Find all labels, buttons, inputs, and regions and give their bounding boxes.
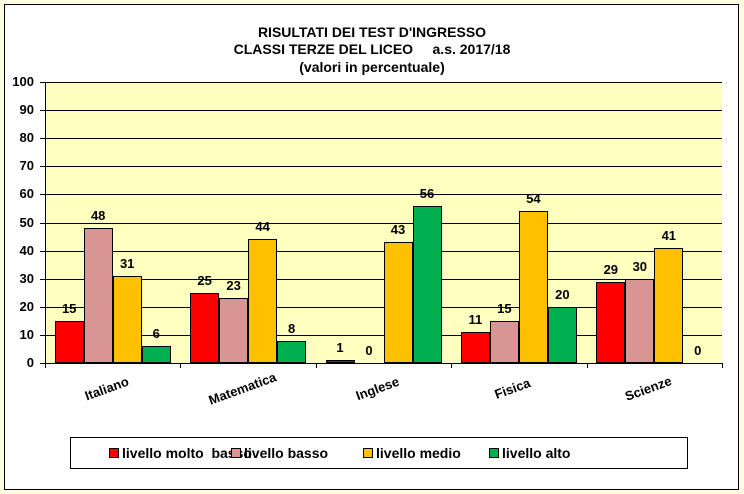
- legend-item: livello molto basso: [109, 445, 252, 461]
- data-label: 56: [419, 185, 435, 201]
- x-tick-mark: [45, 363, 46, 368]
- data-label: 15: [497, 300, 512, 316]
- x-tick-mark: [180, 363, 182, 368]
- y-tick-label: 70: [19, 158, 34, 174]
- gridline: [45, 110, 722, 112]
- bar-scienze-series-0: [596, 281, 626, 363]
- legend: livello molto basso livello basso livello …: [70, 437, 688, 469]
- y-tick-mark: [40, 110, 45, 112]
- data-label: 11: [468, 312, 483, 328]
- chart-title: RISULTATI DEI TEST D'INGRESSO: [257, 24, 487, 40]
- bar-fisica-series-3: [547, 306, 577, 363]
- legend-label: livello medio: [376, 445, 461, 461]
- chart-subtitle: CLASSI TERZE DEL LICEO a.s. 2017/18: [233, 41, 511, 57]
- data-label: 1: [336, 340, 344, 356]
- x-tick-mark: [315, 363, 317, 368]
- y-tick-label: 30: [19, 270, 34, 286]
- chart-subtitle-units: (valori in percentuale): [299, 59, 445, 75]
- bar-inglese-series-3: [412, 205, 442, 363]
- data-label: 41: [661, 227, 677, 243]
- bar-italiano-series-0: [54, 320, 84, 363]
- bar-scienze-series-1: [625, 278, 655, 363]
- y-tick-mark: [40, 82, 45, 83]
- data-label: 0: [365, 343, 373, 358]
- bar-fisica-series-1: [489, 320, 519, 363]
- gridline: [45, 222, 722, 224]
- data-label: 0: [694, 343, 702, 358]
- y-tick-mark: [40, 194, 45, 196]
- data-label: 8: [287, 320, 296, 336]
- data-label: 44: [255, 219, 270, 235]
- legend-swatch-icon: [489, 448, 499, 458]
- data-label: 43: [390, 222, 406, 238]
- y-tick-label: 60: [19, 186, 34, 202]
- data-label: 23: [226, 278, 241, 294]
- legend-label: livello basso: [244, 445, 329, 461]
- x-tick-mark: [451, 363, 453, 368]
- y-tick-mark: [40, 306, 45, 308]
- y-tick-mark: [40, 278, 45, 280]
- bar-scienze-series-2: [654, 247, 684, 363]
- legend-swatch-icon: [109, 448, 119, 458]
- x-axis-line: [45, 363, 722, 364]
- data-label: 29: [603, 261, 619, 277]
- x-tick-mark: [722, 363, 723, 368]
- bar-matematica-series-2: [248, 239, 278, 363]
- legend-item: livello alto: [489, 445, 570, 461]
- bar-inglese-series-2: [383, 242, 413, 363]
- legend-label: livello molto basso: [122, 445, 252, 461]
- legend-label: livello alto: [502, 445, 571, 461]
- data-label: 20: [555, 286, 570, 302]
- x-tick-mark: [586, 363, 588, 368]
- data-label: 54: [526, 191, 541, 207]
- y-tick-label: 80: [19, 130, 34, 146]
- y-tick-mark: [40, 138, 45, 140]
- gridline: [45, 138, 722, 140]
- data-label: 30: [632, 258, 648, 274]
- y-tick-label: 100: [12, 74, 34, 89]
- y-axis-line: [45, 82, 46, 363]
- legend-item: livello basso: [231, 445, 328, 461]
- data-label: 6: [152, 326, 160, 342]
- bar-matematica-series-0: [190, 292, 220, 363]
- bar-fisica-series-2: [518, 211, 548, 363]
- y-tick-mark: [40, 334, 45, 336]
- gridline: [45, 194, 722, 196]
- legend-item: livello medio: [363, 445, 461, 461]
- bar-matematica-series-1: [219, 298, 249, 363]
- legend-swatch-icon: [231, 448, 241, 458]
- y-tick-label: 20: [19, 298, 34, 314]
- data-label: 15: [61, 300, 77, 316]
- plot-area: [45, 82, 722, 363]
- y-tick-label: 90: [19, 102, 34, 118]
- y-tick-label: 50: [19, 214, 34, 230]
- y-tick-mark: [40, 222, 45, 224]
- gridline: [45, 166, 722, 168]
- data-label: 25: [197, 272, 212, 288]
- bar-matematica-series-3: [277, 340, 307, 363]
- y-tick-mark: [40, 363, 45, 364]
- bar-italiano-series-2: [112, 275, 142, 363]
- y-tick-mark: [40, 250, 45, 252]
- y-tick-label: 10: [19, 326, 34, 342]
- bar-fisica-series-0: [460, 332, 490, 363]
- data-label: 48: [90, 208, 106, 224]
- bar-inglese-series-0: [325, 360, 355, 363]
- bar-italiano-series-3: [141, 346, 171, 363]
- gridline: [45, 82, 722, 83]
- data-label: 31: [119, 255, 135, 271]
- bar-italiano-series-1: [83, 228, 113, 363]
- y-tick-label: 40: [19, 242, 34, 258]
- y-tick-mark: [40, 166, 45, 168]
- legend-swatch-icon: [363, 448, 373, 458]
- y-tick-label: 0: [26, 355, 34, 370]
